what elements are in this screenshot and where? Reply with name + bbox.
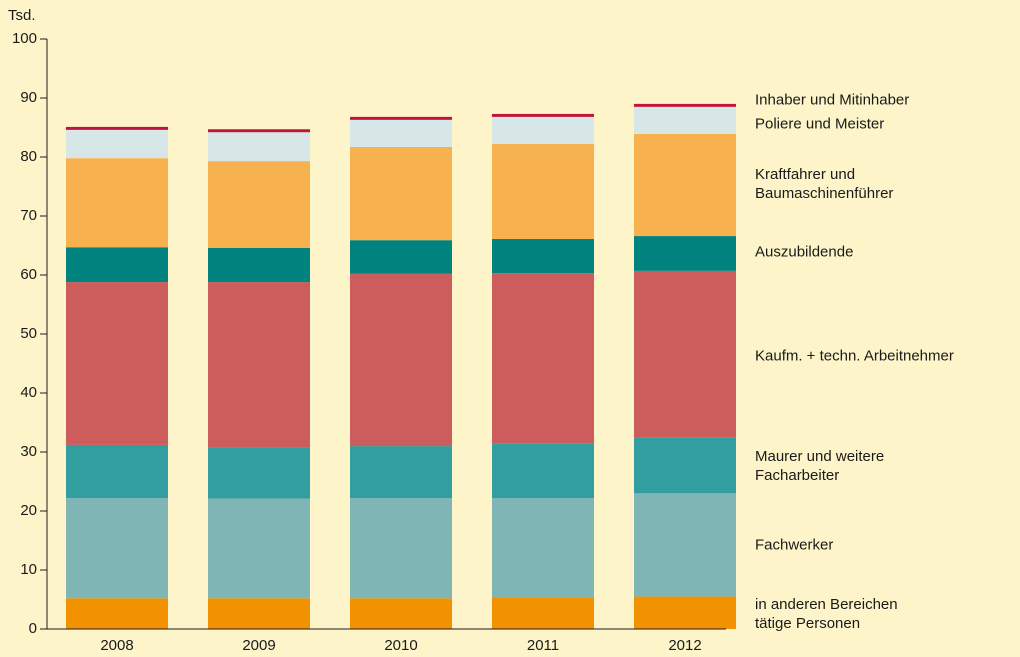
x-tick-label: 2012: [668, 637, 701, 654]
bar-segment: [66, 598, 168, 629]
y-tick-label: 40: [20, 384, 37, 401]
bar-segment: [208, 598, 310, 629]
y-tick-label: 30: [20, 443, 37, 460]
bar-segment: [492, 144, 594, 240]
y-axis-label: Tsd.: [8, 7, 36, 24]
x-tick-label: 2011: [527, 637, 559, 654]
bar-segment: [634, 493, 736, 597]
bar-segment: [66, 129, 168, 159]
y-tick-label: 100: [12, 30, 37, 47]
y-tick-label: 20: [20, 502, 37, 519]
bar-segment: [208, 161, 310, 248]
bar-segment: [208, 447, 310, 499]
bar-segment: [492, 597, 594, 629]
legend-label: Kraftfahrer und Baumaschinenführer: [755, 166, 894, 202]
bar-segment: [208, 129, 310, 133]
bar-segment: [634, 106, 736, 134]
bar-segment: [66, 444, 168, 499]
bar-segment: [492, 273, 594, 444]
bar-segment: [350, 273, 452, 447]
bar-segment: [492, 113, 594, 117]
bar-segment: [66, 282, 168, 445]
y-tick-label: 80: [20, 148, 37, 165]
bar-segment: [208, 282, 310, 448]
legend-label: Fachwerker: [755, 536, 834, 554]
bar-segment: [492, 239, 594, 274]
legend-label: Maurer und weitere Facharbeiter: [755, 448, 885, 484]
bar-segment: [350, 116, 452, 120]
y-tick-label: 60: [20, 266, 37, 283]
x-tick-label: 2009: [242, 637, 275, 654]
bar-segment: [634, 236, 736, 271]
bar-segment: [492, 443, 594, 499]
bar-segment: [350, 240, 452, 274]
legend-label: in anderen Bereichen tätige Personen: [755, 596, 898, 632]
bar-segment: [350, 119, 452, 147]
bar-segment: [208, 132, 310, 162]
x-tick-label: 2008: [100, 637, 133, 654]
legend-label: Poliere und Meister: [755, 115, 885, 133]
bar-segment: [634, 596, 736, 629]
bar-segment: [634, 133, 736, 237]
bar-segment: [350, 446, 452, 499]
bar-segment: [208, 247, 310, 283]
bar-segment: [350, 146, 452, 241]
bar-segment: [350, 598, 452, 629]
y-tick-label: 90: [20, 89, 37, 106]
y-tick-label: 10: [20, 561, 37, 578]
bar-segment: [634, 437, 736, 494]
bar-segment: [66, 158, 168, 248]
legend-label: Auszubildende: [755, 243, 854, 261]
bar-segment: [350, 498, 452, 599]
bar-segment: [492, 116, 594, 145]
bar-segment: [208, 498, 310, 599]
y-tick-label: 0: [29, 620, 37, 637]
x-tick-label: 2010: [384, 637, 417, 654]
bar-segment: [66, 498, 168, 599]
y-tick-label: 50: [20, 325, 37, 342]
legend-label: Inhaber und Mitinhaber: [755, 91, 910, 109]
bar-segment: [634, 103, 736, 107]
bar-segment: [492, 498, 594, 598]
bar-segment: [66, 126, 168, 130]
bar-segment: [634, 270, 736, 438]
bar-segment: [66, 247, 168, 283]
legend-label: Kaufm. + techn. Arbeitnehmer: [755, 347, 954, 365]
y-tick-label: 70: [20, 207, 37, 224]
